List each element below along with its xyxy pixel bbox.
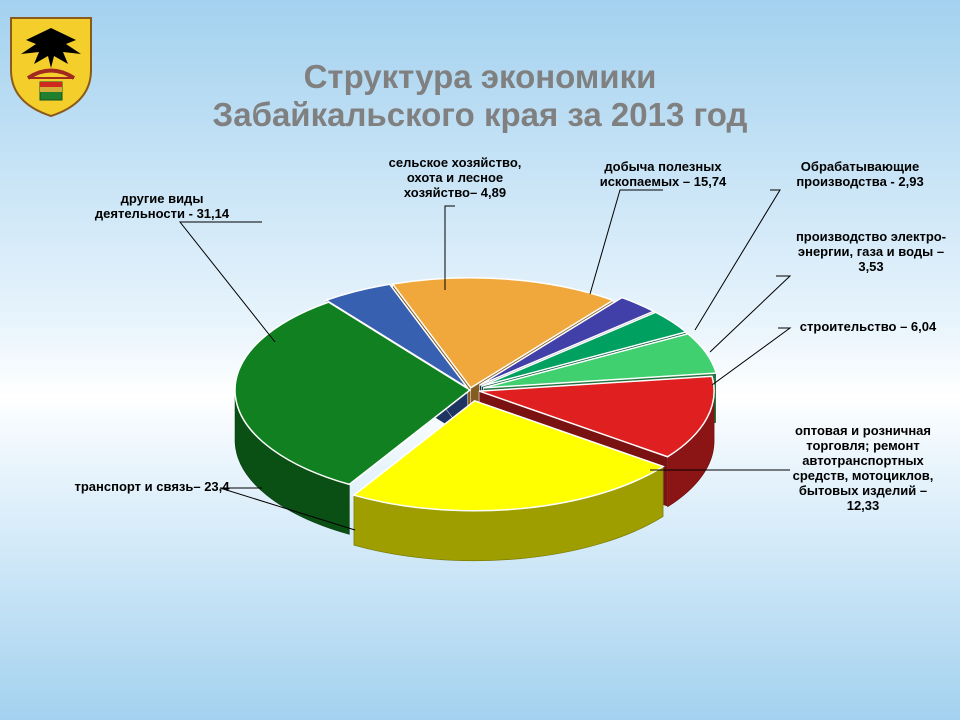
pie-slice-label: оптовая и розничнаяторговля; ремонтавтот… [768, 424, 958, 514]
pie-slice-label: транспорт и связь– 23,4 [42, 480, 262, 495]
pie-slice-label: производство электро-энергии, газа и вод… [776, 230, 960, 275]
pie-slice-label: Обрабатывающиепроизводства - 2,93 [770, 160, 950, 190]
pie-slice-label: строительство – 6,04 [778, 320, 958, 335]
economy-pie-chart: сельское хозяйство,охота и лесноехозяйст… [0, 160, 960, 640]
pie-slice-label: другие видыдеятельности - 31,14 [62, 192, 262, 222]
page-title: Структура экономики Забайкальского края … [0, 58, 960, 134]
title-line-1: Структура экономики [0, 58, 960, 96]
pie-slice-label: сельское хозяйство,охота и лесноехозяйст… [355, 156, 555, 201]
pie-slice-label: добыча полезныхископаемых – 15,74 [568, 160, 758, 190]
title-line-2: Забайкальского края за 2013 год [0, 96, 960, 134]
